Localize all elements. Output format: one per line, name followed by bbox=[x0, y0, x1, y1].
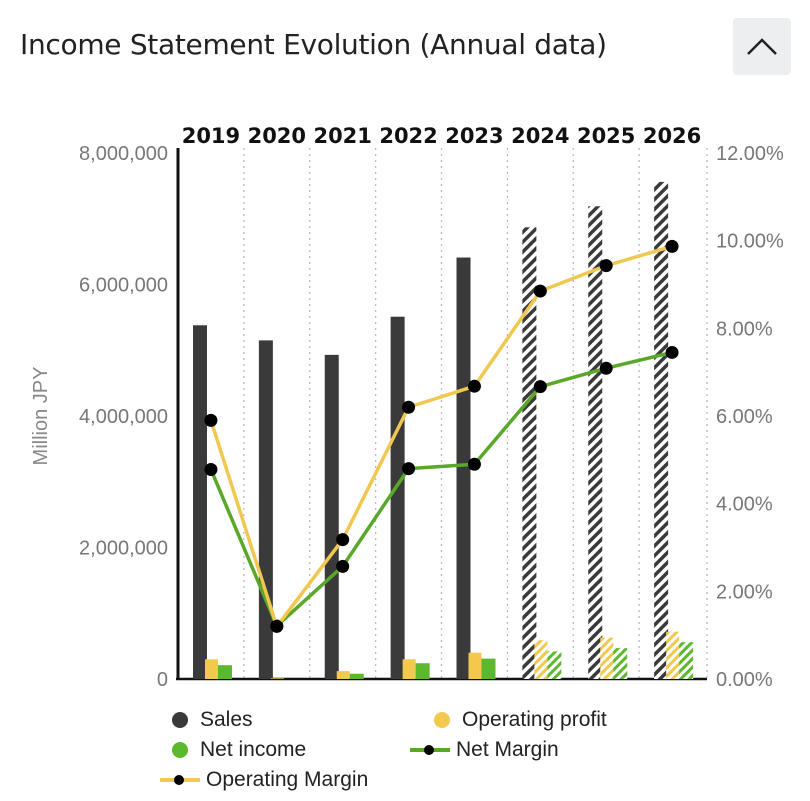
chevron-up-icon bbox=[747, 38, 777, 55]
net-margin-point bbox=[467, 457, 481, 471]
y2-tick-label: 12.00% bbox=[716, 143, 784, 165]
bar-sales bbox=[522, 227, 537, 680]
operating-margin-point bbox=[336, 533, 350, 547]
legend-marker-operating-profit bbox=[434, 712, 450, 728]
bar-net-income bbox=[613, 648, 628, 679]
legend-item-operating-profit[interactable]: Operating profit bbox=[422, 706, 607, 734]
income-chart: 2019 2020 2021 2022 2023 2024 2025 2026 0 2,000,0… bbox=[30, 124, 784, 691]
net-margin-point bbox=[533, 380, 547, 394]
bar-net-income bbox=[481, 658, 496, 679]
legend-item-sales[interactable]: Sales bbox=[160, 706, 253, 734]
bar-net-income bbox=[547, 651, 562, 679]
bar-net-income bbox=[218, 665, 232, 679]
operating-margin-point bbox=[467, 379, 481, 393]
legend-item-net-income[interactable]: Net income bbox=[160, 736, 306, 764]
bar-operating-profit bbox=[205, 659, 218, 679]
y-tick-label: 8,000,000 bbox=[79, 143, 168, 165]
legend-item-net-margin[interactable]: Net Margin bbox=[410, 736, 559, 764]
bar-net-income bbox=[679, 642, 694, 679]
y2-tick-label: 0.00% bbox=[716, 669, 773, 691]
legend-item-operating-margin[interactable]: Operating Margin bbox=[160, 766, 368, 794]
bar-operating-profit bbox=[402, 659, 416, 679]
legend-marker-net-margin bbox=[410, 742, 450, 758]
bar-operating-profit bbox=[666, 631, 680, 679]
net-margin-point bbox=[402, 462, 416, 476]
bar-operating-profit bbox=[468, 652, 482, 679]
legend-label-net-margin: Net Margin bbox=[456, 738, 559, 761]
x-tick-label: 2019 bbox=[182, 124, 240, 148]
y2-tick-label: 8.00% bbox=[716, 318, 773, 340]
x-tick-label: 2026 bbox=[643, 124, 701, 148]
operating-margin-point bbox=[533, 284, 547, 298]
bar-operating-profit bbox=[336, 671, 350, 679]
y-tick-label: 6,000,000 bbox=[79, 275, 168, 297]
bar-operating-profit bbox=[270, 678, 284, 679]
y2-tick-label: 4.00% bbox=[716, 494, 773, 516]
x-tick-label: 2020 bbox=[248, 124, 306, 148]
x-tick-label: 2025 bbox=[577, 124, 635, 148]
operating-margin-point bbox=[402, 400, 416, 414]
x-tick-label: 2024 bbox=[511, 124, 569, 148]
legend-marker-sales bbox=[172, 712, 188, 728]
legend-label-operating-margin: Operating Margin bbox=[206, 768, 369, 791]
y-tick-label: 4,000,000 bbox=[79, 406, 168, 428]
y2-tick-label: 6.00% bbox=[716, 406, 773, 428]
bar-sales bbox=[390, 316, 405, 679]
operating-margin-line bbox=[209, 244, 673, 629]
bar-sales bbox=[324, 354, 339, 679]
net-margin-point bbox=[599, 361, 613, 375]
net-margin-line bbox=[209, 350, 673, 628]
y-tick-label: 0 bbox=[157, 669, 168, 691]
legend-label-net-income: Net income bbox=[200, 738, 307, 761]
operating-margin-point bbox=[204, 413, 218, 427]
chart-legend: Sales Operating profit Net income Net Ma… bbox=[160, 706, 800, 801]
x-tick-label: 2021 bbox=[313, 124, 371, 148]
y-tick-label: 2,000,000 bbox=[79, 538, 168, 560]
bar-net-income bbox=[349, 673, 364, 679]
y2-tick-label: 2.00% bbox=[716, 581, 773, 603]
bar-sales bbox=[654, 181, 669, 679]
legend-label-sales: Sales bbox=[200, 708, 253, 731]
y-axis-title: Million JPY bbox=[30, 367, 52, 466]
chart-title: Income Statement Evolution (Annual data) bbox=[20, 28, 607, 61]
bar-sales bbox=[588, 206, 603, 679]
net-margin-point bbox=[665, 345, 679, 359]
net-margin-point bbox=[204, 462, 218, 476]
x-tick-label: 2023 bbox=[445, 124, 503, 148]
bar-operating-profit bbox=[534, 640, 548, 679]
y2-tick-label: 10.00% bbox=[716, 231, 784, 253]
legend-label-operating-profit: Operating profit bbox=[462, 708, 607, 731]
operating-margin-point bbox=[665, 239, 679, 253]
bar-sales bbox=[456, 257, 471, 679]
net-margin-point bbox=[336, 559, 350, 573]
legend-marker-net-income bbox=[172, 742, 188, 758]
collapse-button[interactable] bbox=[733, 18, 791, 75]
x-tick-label: 2022 bbox=[379, 124, 437, 148]
bar-net-income bbox=[415, 663, 430, 679]
bar-sales bbox=[193, 325, 207, 679]
bar-operating-profit bbox=[600, 637, 614, 679]
operating-margin-point bbox=[599, 259, 613, 273]
operating-margin-point bbox=[270, 619, 284, 633]
legend-marker-operating-margin bbox=[160, 772, 200, 788]
